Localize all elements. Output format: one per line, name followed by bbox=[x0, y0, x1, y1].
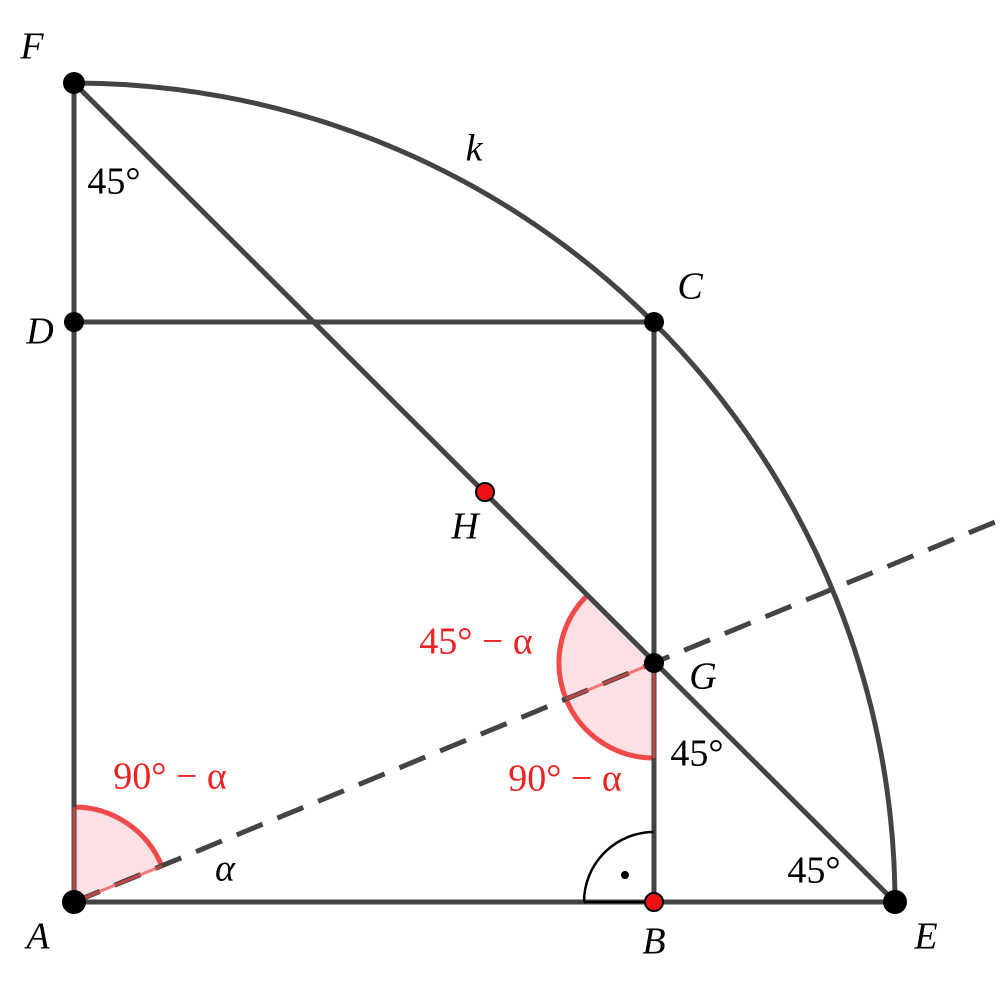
right-angle bbox=[582, 830, 655, 903]
angle-label: 90° − α bbox=[113, 756, 227, 798]
dashed-line bbox=[73, 517, 1000, 905]
point bbox=[644, 892, 664, 912]
angle-fill bbox=[558, 595, 654, 758]
point bbox=[644, 312, 664, 332]
point bbox=[644, 653, 664, 673]
point bbox=[64, 312, 84, 332]
angle-label: 90° − α bbox=[508, 758, 622, 800]
angle-label: 45° bbox=[670, 733, 723, 775]
angle-edge bbox=[565, 661, 655, 701]
angle-edge bbox=[73, 864, 163, 904]
point bbox=[475, 482, 495, 502]
angle-label: 45° − α bbox=[419, 621, 533, 663]
angle-label: α bbox=[215, 848, 236, 890]
point bbox=[883, 890, 907, 914]
point-label: D bbox=[25, 311, 53, 353]
point-label: A bbox=[23, 916, 50, 958]
angle-arc bbox=[73, 804, 165, 867]
point bbox=[62, 890, 86, 914]
arc-label: k bbox=[466, 128, 484, 170]
angle-fill bbox=[74, 807, 162, 902]
angle-label: 45° bbox=[87, 161, 140, 203]
point-label: E bbox=[913, 916, 937, 958]
right-angle-dot bbox=[621, 871, 629, 879]
point bbox=[63, 72, 85, 94]
point-label: F bbox=[19, 26, 44, 68]
angle-label: 45° bbox=[787, 850, 840, 892]
point-label: G bbox=[689, 656, 716, 698]
point-label: C bbox=[677, 266, 703, 308]
point-label: H bbox=[450, 506, 481, 548]
point-label: B bbox=[642, 921, 665, 963]
